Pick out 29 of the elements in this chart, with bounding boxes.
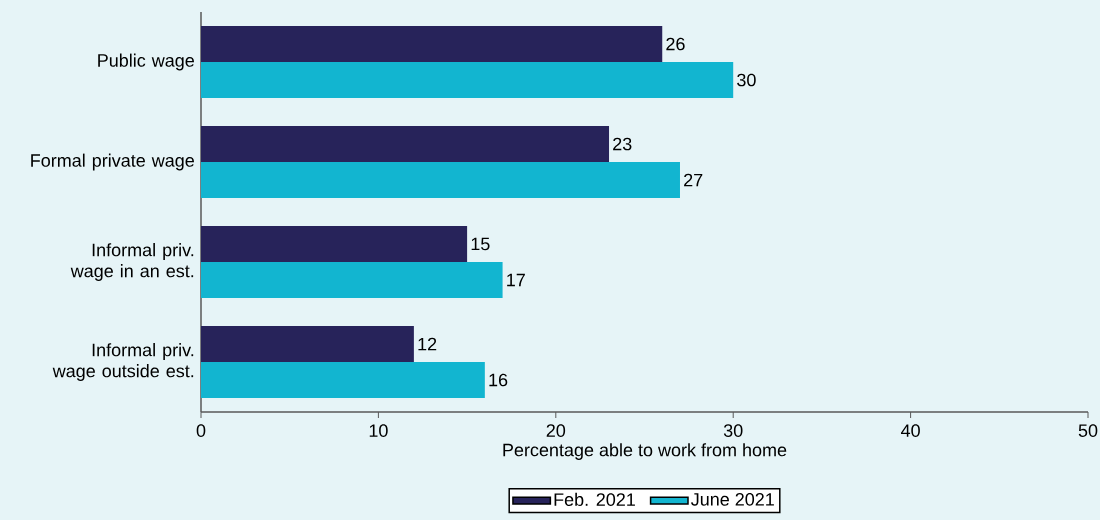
data-label: 27	[684, 173, 703, 187]
bar	[201, 326, 414, 362]
bar	[201, 362, 485, 398]
legend-label: Feb. 2021	[554, 492, 635, 506]
data-label: 15	[471, 237, 490, 251]
bar	[201, 262, 503, 298]
data-label: 16	[489, 373, 508, 387]
x-tick-label: 0	[196, 424, 206, 437]
x-tick-label: 40	[901, 424, 920, 437]
data-label: 23	[613, 137, 632, 151]
bar	[201, 62, 734, 98]
bar	[201, 26, 663, 62]
y-tick-label: Informal priv. wage outside est.	[52, 343, 194, 381]
x-tick-label: 30	[723, 424, 743, 437]
data-label: 30	[737, 73, 756, 87]
x-tick-label: 10	[369, 424, 388, 437]
legend-label: June 2021	[691, 492, 774, 506]
data-label: 12	[418, 337, 437, 351]
y-tick-label: Informal priv. wage in an est.	[70, 243, 194, 281]
data-label: 17	[507, 273, 525, 287]
bar	[201, 226, 468, 262]
x-axis-title: Percentage able to work from home	[503, 443, 787, 460]
y-tick-label: Formal private wage	[31, 153, 194, 171]
data-label: 26	[666, 37, 685, 51]
bar	[201, 162, 680, 198]
bar	[201, 126, 610, 162]
x-tick-label: 50	[1078, 424, 1098, 437]
x-tick-label: 20	[546, 424, 566, 437]
y-tick-label: Public wage	[98, 53, 194, 71]
